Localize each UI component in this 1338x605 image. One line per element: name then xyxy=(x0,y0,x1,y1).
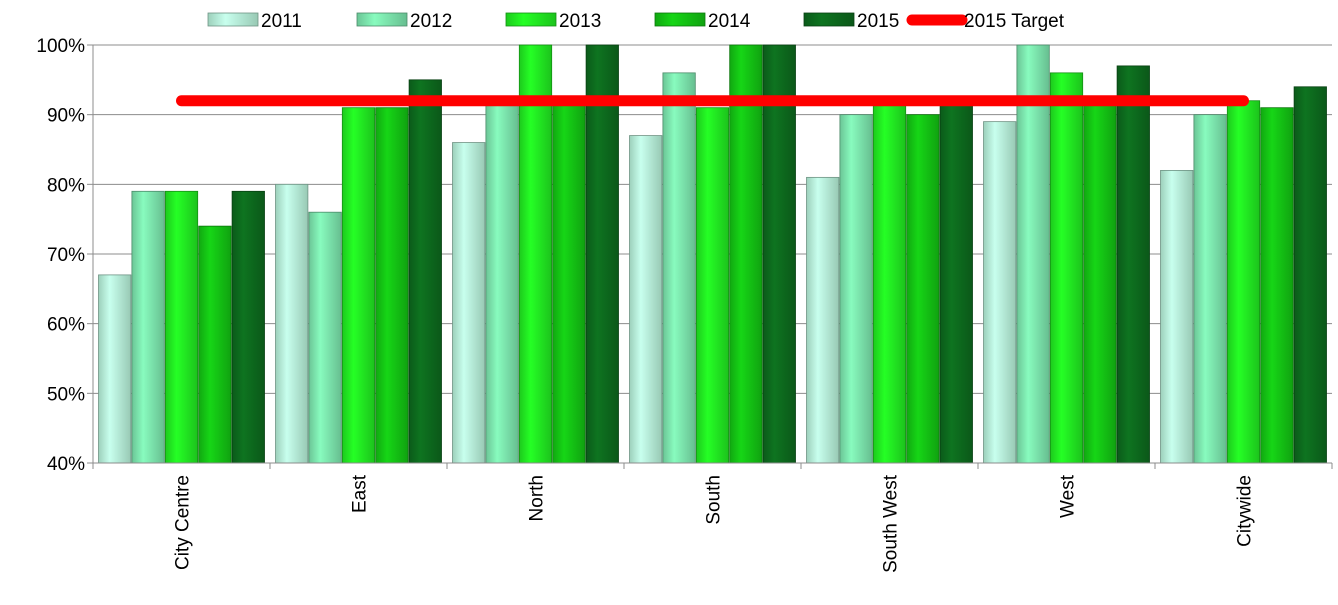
bar-2012-citywide xyxy=(1193,114,1227,464)
legend-label-target: 2015 Target xyxy=(964,11,1065,32)
bar-2015-east xyxy=(408,79,442,464)
bar-2013-west xyxy=(1049,72,1084,464)
bar-2015-city-centre xyxy=(231,190,265,464)
bar-2013-city-centre xyxy=(164,190,199,464)
y-tick-label: 100% xyxy=(36,36,85,57)
bar-2013-north xyxy=(518,44,553,464)
bar-2014-south xyxy=(729,44,763,464)
x-tick-label: East xyxy=(350,474,371,513)
bar-2014-south-west xyxy=(906,114,940,464)
legend-swatch-2012 xyxy=(356,12,408,27)
y-axis-ticks: 40% 50% 60% 70% 80% 90% 100% xyxy=(36,36,93,475)
bar-2011-city-centre xyxy=(98,274,132,464)
bar-2012-south xyxy=(662,72,696,464)
bar-2014-east xyxy=(375,107,409,464)
y-tick-label: 50% xyxy=(47,384,85,405)
x-tick-label: North xyxy=(527,475,548,521)
bar-2015-citywide xyxy=(1293,86,1327,464)
y-tick-label: 90% xyxy=(47,106,85,127)
legend-label-2011: 2011 xyxy=(261,11,302,32)
bar-2012-south-west xyxy=(839,114,873,464)
bars xyxy=(98,44,1327,464)
x-tick-label: South West xyxy=(881,474,902,573)
bar-2011-north xyxy=(452,142,486,464)
x-tick-label: Citywide xyxy=(1235,475,1256,547)
x-tick-label: South xyxy=(704,475,725,525)
bar-2015-south-west xyxy=(939,100,973,464)
bar-2011-citywide xyxy=(1160,169,1194,464)
legend-label-2013: 2013 xyxy=(559,11,601,32)
legend-label-2015: 2015 xyxy=(857,11,899,32)
bar-2011-east xyxy=(275,183,309,464)
bar-2011-west xyxy=(983,121,1017,464)
legend-swatch-2011 xyxy=(207,12,259,27)
bar-2012-city-centre xyxy=(131,190,165,464)
bar-2011-south-west xyxy=(806,176,840,464)
x-axis-ticks: City Centre East North South South West West C… xyxy=(92,463,1333,573)
x-tick-label: West xyxy=(1058,474,1079,518)
y-tick-label: 40% xyxy=(47,454,85,475)
x-tick-label: City Centre xyxy=(173,475,194,570)
y-tick-label: 60% xyxy=(47,315,85,336)
legend-swatch-2014 xyxy=(654,12,706,27)
bar-2012-north xyxy=(485,100,519,464)
bar-2013-east xyxy=(341,107,376,464)
bar-2011-south xyxy=(629,135,663,464)
y-tick-label: 70% xyxy=(47,245,85,266)
legend-swatch-2013 xyxy=(505,12,557,27)
bar-2014-city-centre xyxy=(198,225,232,464)
legend-swatch-2015 xyxy=(803,12,855,27)
bar-2015-north xyxy=(585,44,619,464)
bar-2013-south xyxy=(695,107,730,464)
y-tick-label: 80% xyxy=(47,175,85,196)
bar-2014-citywide xyxy=(1260,107,1294,464)
bar-2013-citywide xyxy=(1226,100,1261,464)
legend: 2011 2012 2013 2014 2015 2015 Target xyxy=(207,11,1065,32)
legend-label-2012: 2012 xyxy=(410,11,452,32)
bar-2015-south xyxy=(762,44,796,464)
bar-2014-north xyxy=(552,100,586,464)
bar-2012-east xyxy=(308,211,342,464)
bar-2015-west xyxy=(1116,65,1150,464)
bar-2013-south-west xyxy=(872,100,907,464)
legend-label-2014: 2014 xyxy=(708,11,751,32)
bar-2012-west xyxy=(1016,44,1050,464)
bar-2014-west xyxy=(1083,100,1117,464)
